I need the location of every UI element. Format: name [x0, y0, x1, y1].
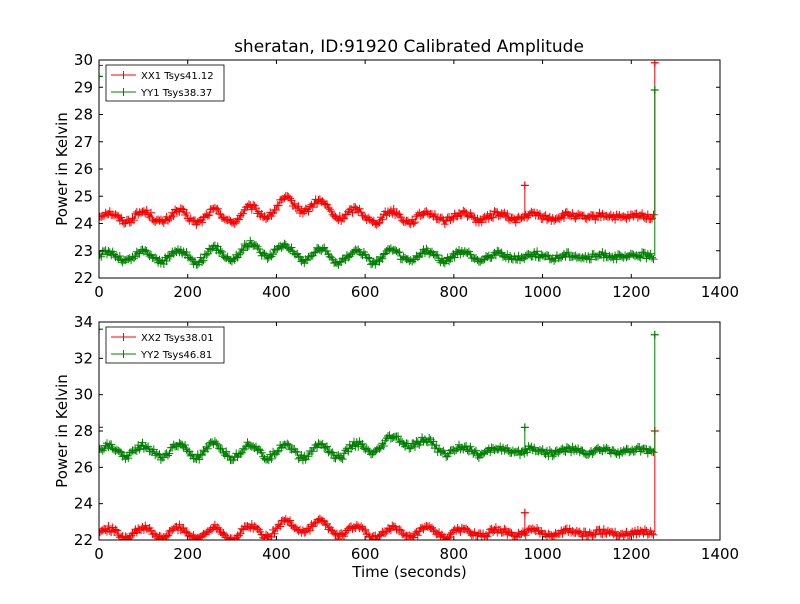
x-tick-label: 1000: [523, 545, 561, 563]
y-axis-label: Power in Kelvin: [53, 374, 71, 488]
series-markers: [99, 236, 658, 269]
spike-marker: [520, 423, 529, 432]
legend-marker: [119, 350, 128, 358]
legend-label: YY2 Tsys46.81: [140, 350, 212, 361]
chart-title: sheratan, ID:91920 Calibrated Amplitude: [234, 37, 584, 57]
legend-label: YY1 Tsys38.37: [140, 88, 212, 99]
x-tick-label: 800: [440, 283, 469, 301]
legend-box: [105, 64, 225, 102]
y-tick-label: 22: [74, 531, 93, 549]
series-1: [99, 423, 659, 540]
legend-marker: [119, 71, 128, 79]
series-group: [99, 325, 659, 540]
spike-marker: [650, 330, 659, 339]
spike-marker: [650, 85, 659, 94]
legend: XX1 Tsys41.12 YY1 Tsys38.37: [105, 64, 225, 102]
y-tick-label: 23: [74, 242, 93, 260]
series-2: [99, 325, 659, 465]
x-tick-label: 600: [351, 283, 380, 301]
legend-marker: [119, 333, 128, 341]
y-tick-label: 30: [74, 51, 93, 69]
y-tick-label: 29: [74, 78, 93, 96]
series-markers: [99, 514, 658, 540]
spike-marker: [99, 325, 103, 334]
x-tick-label: 0: [94, 545, 104, 563]
y-tick-label: 24: [74, 495, 93, 513]
series-group: [99, 60, 659, 269]
spike-marker: [99, 72, 103, 81]
y-axis-label: Power in Kelvin: [53, 112, 71, 226]
series-1: [99, 60, 659, 229]
y-tick-label: 34: [74, 313, 93, 331]
y-tick-label: 28: [74, 106, 93, 124]
spike-marker: [99, 61, 103, 70]
legend-box: [105, 326, 225, 364]
legend-marker: [119, 88, 128, 96]
legend-label: XX1 Tsys41.12: [141, 71, 214, 82]
legend: XX2 Tsys38.01 YY2 Tsys46.81: [105, 326, 225, 364]
spike-marker: [99, 423, 103, 432]
legend-label: XX2 Tsys38.01: [141, 333, 214, 344]
y-tick-label: 26: [74, 160, 93, 178]
x-tick-label: 400: [262, 545, 291, 563]
series-markers: [99, 192, 658, 229]
x-tick-label: 200: [173, 283, 202, 301]
y-tick-label: 26: [74, 458, 93, 476]
x-axis-label: Time (seconds): [351, 563, 467, 581]
y-tick-label: 30: [74, 386, 93, 404]
y-tick-label: 25: [74, 187, 93, 205]
x-tick-label: 1400: [701, 545, 739, 563]
y-tick-label: 28: [74, 422, 93, 440]
plot-bottom: 0 200 400 600 800 1000 1200 1400 22 24 26 28 30 32 34 P…: [53, 313, 739, 581]
x-tick-label: 1400: [701, 283, 739, 301]
plot-top: 0 200 400 600 800 1000 1200 1400 22 23 24 25 26 27 28 2…: [53, 51, 739, 301]
spike-marker: [520, 181, 529, 190]
x-tick-label: 1200: [612, 283, 650, 301]
x-tick-label: 400: [262, 283, 291, 301]
x-tick-label: 1200: [612, 545, 650, 563]
x-tick-label: 800: [440, 545, 469, 563]
x-tick-label: 0: [94, 283, 104, 301]
series-markers: [99, 431, 658, 465]
x-tick-label: 1000: [523, 283, 561, 301]
series-2: [99, 72, 659, 269]
x-tick-label: 200: [173, 545, 202, 563]
y-tick-label: 27: [74, 133, 93, 151]
spike-marker: [520, 508, 529, 517]
y-tick-label: 22: [74, 269, 93, 287]
y-tick-label: 32: [74, 349, 93, 367]
x-tick-label: 600: [351, 545, 380, 563]
y-tick-label: 24: [74, 215, 93, 233]
